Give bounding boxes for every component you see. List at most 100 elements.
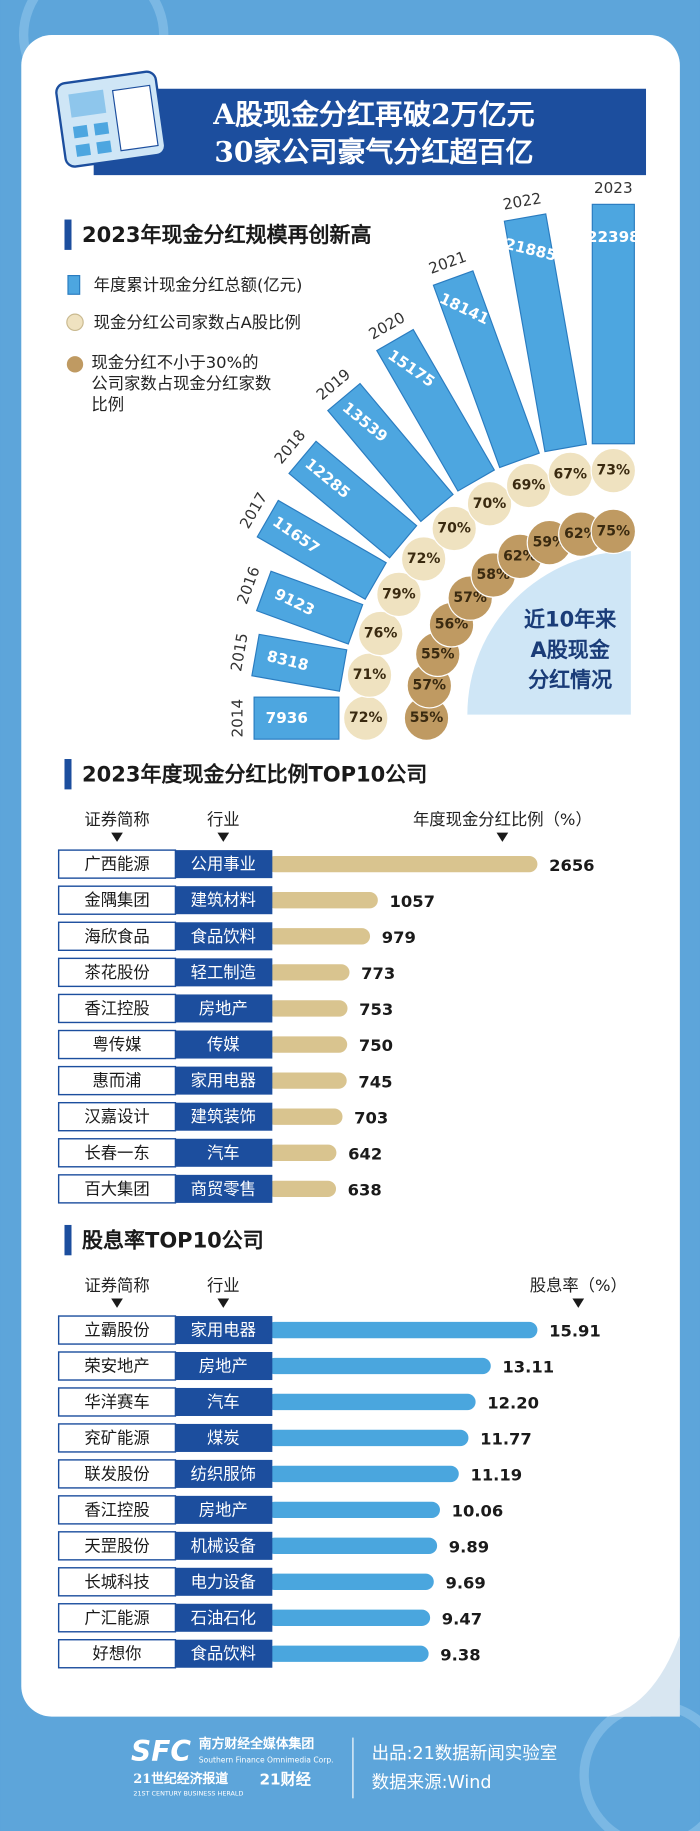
industry-box	[175, 886, 273, 915]
company-name: 汉嘉设计	[84, 1107, 149, 1126]
company-box	[57, 993, 177, 1024]
industry-box	[175, 994, 273, 1023]
bar-value: 13.11	[502, 1358, 554, 1377]
icon-key	[93, 121, 110, 136]
icon-paper	[111, 84, 159, 152]
legend-swatch	[66, 313, 84, 332]
bar	[591, 203, 635, 445]
ratio-label: 57%	[413, 678, 447, 694]
bar	[256, 499, 387, 600]
ratio-circle	[357, 610, 404, 657]
publisher-en: Southern Finance Omnimedia Corp.	[199, 1755, 334, 1764]
icon-key	[72, 124, 89, 139]
industry-name: 汽车	[207, 1143, 240, 1162]
calculator-icon	[55, 70, 167, 168]
bar-value: 10.06	[452, 1502, 504, 1521]
company-name: 香江控股	[84, 1500, 149, 1519]
company-name: 天罡股份	[84, 1536, 149, 1555]
industry-name: 轻工制造	[191, 963, 256, 982]
bar	[376, 328, 496, 492]
bar	[432, 270, 540, 469]
title-line: 30家公司豪气分红超百亿	[214, 135, 533, 168]
company-name: 长春一东	[84, 1143, 149, 1162]
company-name: 荣安地产	[84, 1357, 149, 1376]
ratio-label: 55%	[421, 646, 455, 662]
industry-box	[175, 1030, 273, 1059]
legend-swatch	[67, 275, 81, 295]
bar-value: 9.47	[442, 1609, 482, 1628]
bar-value: 11.77	[480, 1430, 532, 1449]
company-box	[57, 921, 177, 951]
ratio-label: 72%	[407, 551, 441, 567]
header-arrow	[572, 1298, 585, 1308]
header-arrow	[217, 832, 230, 842]
header-arrow	[217, 1298, 230, 1308]
company-box	[57, 1065, 177, 1096]
industry-box	[175, 1639, 273, 1668]
industry-box	[175, 850, 273, 879]
legend-label: 年度累计现金分红总额(亿元)	[94, 275, 303, 294]
ratio-circle	[466, 480, 513, 527]
source: 数据来源:Wind	[372, 1773, 492, 1793]
section-marker	[64, 219, 72, 250]
company-box	[57, 1351, 177, 1381]
ratio-label: 62%	[503, 548, 537, 564]
bar-value: 638	[348, 1181, 382, 1200]
bar-value: 22398	[587, 228, 640, 246]
annotation: A股现金	[530, 637, 610, 662]
company-box	[57, 1029, 177, 1060]
company-name: 茶花股份	[84, 963, 149, 982]
page-curl	[607, 1634, 680, 1717]
company-box	[57, 1315, 177, 1345]
title-band	[93, 88, 647, 176]
industry-box	[175, 1531, 273, 1560]
bar-value: 9.38	[440, 1645, 480, 1664]
ratio-label: 56%	[435, 617, 469, 633]
annotation-disk	[467, 551, 631, 715]
bar	[251, 633, 348, 692]
bar	[266, 1000, 348, 1017]
bar-value: 703	[354, 1108, 388, 1127]
brand: 21财经	[260, 1771, 312, 1789]
company-name: 粤传媒	[93, 1035, 142, 1054]
industry-name: 食品饮料	[191, 927, 256, 946]
ratio-label: 62%	[564, 526, 598, 542]
bar	[266, 892, 378, 909]
ratio-label: 57%	[453, 590, 487, 606]
bar	[288, 440, 418, 559]
bar-value: 979	[382, 928, 416, 947]
company-name: 广汇能源	[84, 1608, 149, 1627]
company-name: 广西能源	[84, 855, 149, 874]
logo: SFC	[131, 1735, 191, 1768]
company-box	[57, 849, 177, 879]
industry-box	[175, 1351, 273, 1381]
ratio-circle	[590, 508, 637, 555]
ratio-circle	[431, 505, 477, 552]
bar-value: 750	[359, 1036, 393, 1055]
ratio-label: 79%	[382, 586, 416, 602]
icon-key	[96, 140, 112, 154]
ratio-label: 70%	[437, 521, 471, 537]
ratio-circle	[400, 536, 447, 582]
ratio-label: 71%	[353, 667, 387, 683]
legend-swatch	[66, 356, 84, 373]
column-header: 证券简称	[84, 1276, 149, 1295]
industry-box	[175, 1387, 273, 1416]
icon-key	[75, 143, 91, 157]
bar	[266, 1429, 469, 1447]
industry-name: 煤炭	[207, 1428, 240, 1447]
company-box	[57, 885, 177, 915]
section-title: 2023年度现金分红比例TOP10公司	[82, 762, 427, 787]
company-name: 华洋赛车	[84, 1392, 149, 1411]
company-box	[57, 1459, 177, 1489]
industry-name: 建筑装饰	[191, 1107, 256, 1126]
ratio-label: 73%	[597, 463, 631, 479]
year-label: 2023	[594, 179, 633, 197]
column-header: 年度现金分红比例（%）	[413, 810, 592, 829]
company-name: 香江控股	[84, 999, 149, 1018]
bar	[266, 1501, 440, 1519]
industry-name: 汽车	[207, 1392, 240, 1411]
ratio-label: 69%	[512, 478, 546, 494]
bar	[326, 382, 454, 523]
